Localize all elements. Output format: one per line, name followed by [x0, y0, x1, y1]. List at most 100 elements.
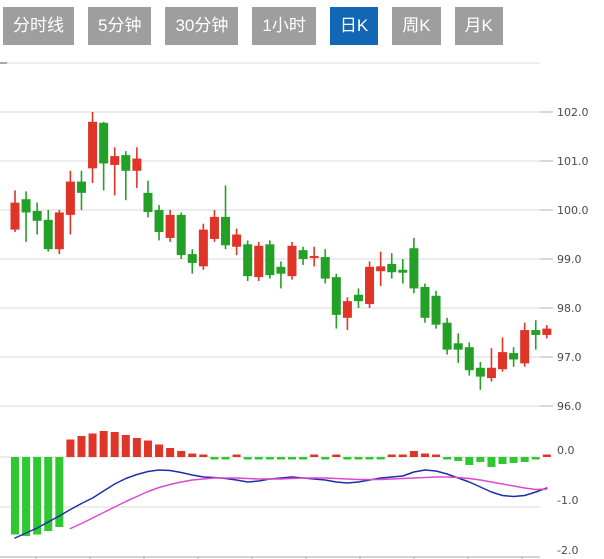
macd-histogram-bar — [354, 457, 363, 460]
candle — [398, 269, 408, 273]
macd-histogram-bar — [243, 457, 252, 460]
macd-histogram-bar — [254, 457, 263, 460]
macd-histogram-bar — [177, 451, 186, 457]
candle — [198, 229, 208, 267]
macd-histogram-bar — [166, 448, 175, 457]
price-axis-label: 98.0 — [557, 302, 582, 315]
candle — [276, 266, 286, 274]
candle — [32, 210, 42, 221]
candle — [99, 122, 109, 164]
macd-histogram-bar — [88, 433, 97, 457]
macd-histogram-bar — [487, 457, 496, 467]
tab-daily-k[interactable]: 日K — [329, 7, 379, 45]
macd-histogram-bar — [398, 454, 407, 457]
price-axis-label: 96.0 — [557, 400, 582, 413]
candle — [76, 181, 86, 193]
candle — [143, 192, 153, 212]
macd-histogram-bar — [520, 457, 529, 462]
candle — [365, 266, 375, 305]
price-axis-label: 97.0 — [557, 351, 582, 364]
tab-30min[interactable]: 30分钟 — [165, 7, 239, 45]
macd-axis-label: -1.0 — [557, 494, 578, 507]
candle — [353, 294, 363, 302]
candle — [121, 155, 131, 171]
candle — [265, 244, 275, 276]
macd-histogram-bar — [110, 432, 119, 457]
candle — [54, 212, 64, 250]
candle — [287, 245, 297, 277]
kline-chart-svg[interactable]: 102.0 101.0 100.0 99.0 98.0 97.0 96.0 0.0 -1.0 -2… — [0, 57, 604, 559]
macd-histogram-layer — [11, 431, 551, 536]
macd-histogram-bar — [55, 457, 64, 527]
macd-axis-label: 0.0 — [557, 444, 575, 457]
candle — [464, 347, 474, 371]
tab-monthly-k[interactable]: 月K — [454, 7, 503, 45]
macd-histogram-bar — [299, 457, 308, 460]
candle — [165, 214, 175, 238]
macd-histogram-bar — [44, 457, 53, 531]
axis-labels-layer: 102.0 101.0 100.0 99.0 98.0 97.0 96.0 0.0 -1.0 -2… — [557, 106, 589, 557]
candle — [342, 301, 352, 318]
macd-histogram-bar — [321, 457, 330, 460]
macd-histogram-bar — [343, 457, 352, 460]
macd-histogram-bar — [33, 457, 42, 535]
price-axis-label: 102.0 — [557, 106, 589, 119]
candle — [331, 277, 341, 315]
tab-5min[interactable]: 5分钟 — [88, 7, 152, 45]
macd-histogram-bar — [376, 457, 385, 460]
candle — [65, 181, 75, 215]
macd-histogram-bar — [265, 457, 274, 460]
macd-histogram-bar — [420, 453, 429, 457]
tab-weekly-k[interactable]: 周K — [392, 7, 441, 45]
candle — [486, 367, 496, 379]
macd-lines-layer — [14, 469, 548, 539]
candle — [509, 353, 519, 360]
dea-line — [69, 476, 548, 530]
tab-minute-line[interactable]: 分时线 — [3, 7, 74, 45]
macd-histogram-bar — [121, 435, 130, 457]
price-axis-label: 99.0 — [557, 253, 582, 266]
timeframe-tabbar: 分时线 5分钟 30分钟 1小时 日K 周K 月K — [0, 0, 604, 45]
candle — [88, 121, 98, 169]
macd-histogram-bar — [155, 444, 164, 457]
macd-histogram-bar — [310, 454, 319, 457]
macd-histogram-bar — [66, 439, 75, 457]
macd-axis-label: -2.0 — [557, 544, 578, 557]
candle — [387, 263, 397, 273]
macd-histogram-bar — [232, 454, 241, 457]
candle — [475, 367, 485, 377]
candle — [10, 202, 20, 230]
macd-histogram-bar — [288, 457, 296, 460]
candle — [431, 295, 441, 325]
candle — [254, 245, 264, 278]
candle — [132, 158, 142, 171]
candle — [309, 256, 319, 259]
candle — [43, 219, 53, 250]
macd-histogram-bar — [409, 451, 418, 457]
macd-histogram-bar — [132, 438, 141, 457]
macd-histogram-bar — [77, 436, 86, 457]
dif-line — [14, 469, 548, 539]
candle — [376, 266, 386, 272]
grid-layer — [0, 62, 553, 559]
macd-histogram-bar — [99, 431, 108, 457]
chart-area[interactable]: 102.0 101.0 100.0 99.0 98.0 97.0 96.0 0.0 -1.0 -2… — [0, 57, 604, 559]
candle — [243, 244, 253, 277]
candle — [420, 286, 430, 318]
macd-histogram-bar — [542, 454, 551, 457]
macd-histogram-bar — [276, 457, 285, 460]
macd-histogram-bar — [11, 457, 19, 535]
candle — [298, 250, 308, 259]
macd-histogram-bar — [199, 454, 208, 457]
candles-layer — [10, 112, 552, 390]
macd-histogram-bar — [465, 457, 474, 465]
candle — [154, 210, 164, 233]
macd-histogram-bar — [443, 457, 452, 460]
price-axis-label: 100.0 — [557, 204, 589, 217]
tab-1hour[interactable]: 1小时 — [252, 7, 316, 45]
macd-histogram-bar — [387, 454, 396, 457]
macd-histogram-bar — [188, 453, 197, 457]
candle — [320, 257, 330, 279]
macd-histogram-bar — [332, 454, 341, 457]
macd-histogram-bar — [509, 457, 518, 463]
